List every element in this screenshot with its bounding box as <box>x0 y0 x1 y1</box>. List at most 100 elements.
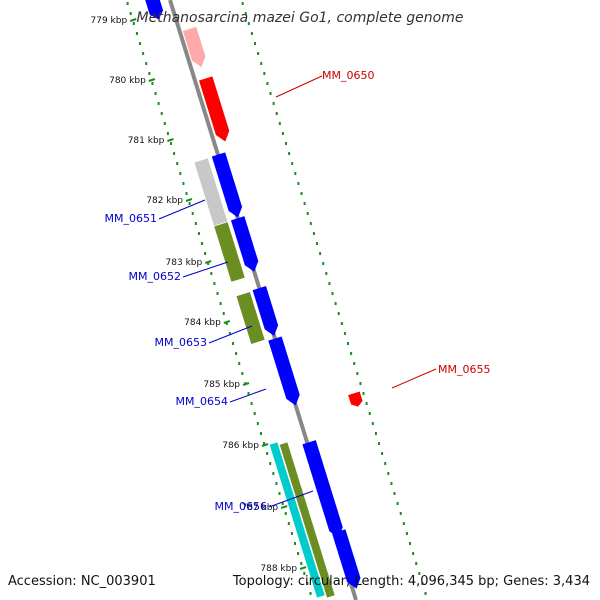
outer-tick-track-left <box>151 82 154 85</box>
outer-tick-track-right <box>294 172 297 175</box>
map-title: Methanosarcina mazei Go1, complete genom… <box>136 10 464 26</box>
outer-tick-track-right <box>247 22 250 25</box>
outer-tick-track-left <box>176 162 179 165</box>
outer-tick-track-right <box>405 532 408 535</box>
outer-tick-track-right <box>309 222 312 225</box>
kbp-tick <box>129 18 137 22</box>
kbp-tick <box>223 320 231 324</box>
outer-tick-track-right <box>250 32 253 35</box>
outer-tick-track-left <box>238 362 241 365</box>
outer-tick-track-right <box>343 332 346 335</box>
outer-tick-track-right <box>241 2 244 5</box>
kbp-tick <box>261 443 269 447</box>
gene-label-leader <box>208 325 253 344</box>
outer-tick-track-left <box>269 462 272 465</box>
outer-tick-track-left <box>216 292 219 295</box>
outer-tick-track-right <box>374 432 377 435</box>
outer-tick-track-right <box>424 592 427 595</box>
outer-tick-track-right <box>312 232 315 235</box>
outer-tick-track-right <box>297 182 300 185</box>
kbp-tick <box>242 382 250 386</box>
outer-tick-track-right <box>365 402 368 405</box>
outer-tick-track-left <box>213 282 216 285</box>
outer-tick-track-left <box>182 182 185 185</box>
outer-tick-track-left <box>250 402 253 405</box>
outer-tick-track-left <box>210 272 213 275</box>
kbp-label: 780 kbp <box>109 76 146 86</box>
outer-tick-track-left <box>290 532 293 535</box>
gene-arrow <box>268 336 300 406</box>
gene-arrow <box>194 158 228 226</box>
outer-tick-track-left <box>170 142 173 145</box>
kbp-tick <box>280 505 288 509</box>
outer-tick-track-left <box>297 552 300 555</box>
gene-arrow <box>269 442 325 598</box>
gene-arrow <box>332 529 361 589</box>
gene-label: MM_0655 <box>438 363 490 376</box>
outer-tick-track-right <box>260 62 263 65</box>
gene-arrow <box>252 286 279 336</box>
outer-tick-track-left <box>207 262 210 265</box>
outer-tick-track-left <box>272 472 275 475</box>
outer-tick-track-left <box>188 202 191 205</box>
outer-tick-track-left <box>185 192 188 195</box>
outer-tick-track-right <box>362 392 365 395</box>
kbp-label: 783 kbp <box>166 258 203 268</box>
outer-tick-track-right <box>334 302 337 305</box>
outer-tick-track-right <box>328 282 331 285</box>
accession-text: Accession: NC_003901 <box>8 574 156 589</box>
outer-tick-track-right <box>347 342 350 345</box>
gene-arrow <box>144 0 164 20</box>
outer-tick-track-right <box>288 152 291 155</box>
outer-tick-track-right <box>281 132 284 135</box>
outer-tick-track-right <box>393 492 396 495</box>
kbp-label: 788 kbp <box>260 564 297 574</box>
gene-arrow <box>199 76 230 142</box>
outer-tick-track-right <box>316 242 319 245</box>
outer-tick-track-left <box>139 42 142 45</box>
kbp-tick <box>148 78 156 82</box>
outer-tick-track-left <box>287 522 290 525</box>
gene-label: MM_0652 <box>129 270 181 283</box>
outer-tick-track-right <box>254 42 257 45</box>
outer-tick-track-left <box>219 302 222 305</box>
outer-tick-track-right <box>266 82 269 85</box>
outer-tick-track-left <box>275 482 278 485</box>
outer-tick-track-right <box>402 522 405 525</box>
outer-tick-track-left <box>253 412 256 415</box>
outer-tick-track-left <box>281 502 284 505</box>
outer-tick-track-right <box>378 442 381 445</box>
kbp-label: 784 kbp <box>184 318 221 328</box>
gene-label-leader <box>229 388 267 403</box>
gene-label-leader <box>275 75 323 98</box>
outer-tick-track-left <box>201 242 204 245</box>
outer-tick-track-right <box>353 362 356 365</box>
kbp-label: 781 kbp <box>128 136 165 146</box>
outer-tick-track-right <box>319 252 322 255</box>
outer-tick-track-left <box>142 52 145 55</box>
outer-tick-track-right <box>244 12 247 15</box>
outer-tick-track-left <box>263 442 266 445</box>
gene-label-leader <box>158 199 206 220</box>
outer-tick-track-right <box>306 212 309 215</box>
outer-tick-track-right <box>381 452 384 455</box>
gene-arrow <box>279 442 335 598</box>
outer-tick-track-left <box>148 72 151 75</box>
gene-arrow <box>214 222 245 282</box>
outer-tick-track-right <box>285 142 288 145</box>
outer-tick-track-right <box>337 312 340 315</box>
outer-tick-track-right <box>359 382 362 385</box>
gene-arrow <box>236 292 265 344</box>
gene-arrow <box>211 152 243 218</box>
outer-tick-track-left <box>160 112 163 115</box>
gene-arrow <box>182 26 206 68</box>
outer-tick-track-left <box>225 322 228 325</box>
kbp-tick <box>185 198 193 202</box>
outer-tick-track-left <box>266 452 269 455</box>
kbp-label: 787 kbp <box>241 503 278 513</box>
outer-tick-track-left <box>197 232 200 235</box>
gene-label: MM_0656 <box>215 500 267 513</box>
outer-tick-track-right <box>368 412 371 415</box>
outer-tick-track-left <box>232 342 235 345</box>
outer-tick-track-right <box>418 572 421 575</box>
